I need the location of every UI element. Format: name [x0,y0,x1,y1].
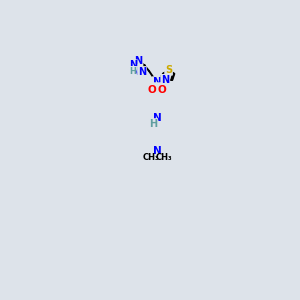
Text: N: N [129,60,137,70]
Text: N: N [161,75,169,85]
Text: N: N [131,67,139,77]
Text: N: N [138,67,146,77]
Text: S: S [165,65,172,75]
Text: H: H [129,67,136,76]
Text: N: N [153,146,161,156]
Text: O: O [158,85,166,95]
Text: N: N [153,77,161,87]
Text: N: N [134,56,142,66]
Text: CH₃: CH₃ [155,153,172,162]
Text: N: N [153,113,161,123]
Text: O: O [148,85,157,95]
Text: S: S [153,83,162,96]
Text: CH₃: CH₃ [142,153,159,162]
Text: H: H [149,119,157,129]
